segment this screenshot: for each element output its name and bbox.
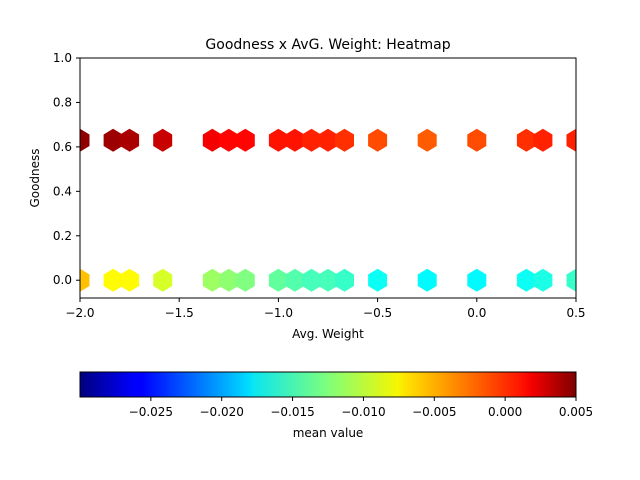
y-tick-label: 1.0 bbox=[53, 51, 72, 65]
hex-bin bbox=[285, 268, 305, 292]
x-tick-label: 0.5 bbox=[566, 306, 585, 320]
hex-bin bbox=[202, 128, 222, 152]
y-tick-label: 0.4 bbox=[53, 184, 72, 198]
x-axis-ticks: −2.0 −1.5 −1.0 −0.5 0.0 0.5 bbox=[65, 298, 586, 320]
hex-bin bbox=[235, 128, 255, 152]
hex-bin bbox=[335, 268, 354, 292]
chart-title: Goodness x AvG. Weight: Heatmap bbox=[205, 37, 450, 53]
hex-bin bbox=[533, 128, 553, 152]
hex-bin bbox=[467, 128, 487, 152]
colorbar bbox=[79, 371, 577, 398]
hex-bin bbox=[368, 128, 388, 152]
hex-bin bbox=[566, 128, 576, 152]
plot-frame bbox=[79, 57, 577, 299]
colorbar-tick-label: −0.025 bbox=[129, 405, 173, 419]
hex-bin bbox=[318, 268, 338, 292]
hexbin-cells bbox=[80, 128, 576, 292]
hex-bin bbox=[268, 268, 288, 292]
hex-bin bbox=[533, 268, 553, 292]
x-axis-label: Avg. Weight bbox=[292, 327, 364, 341]
hex-bin bbox=[302, 128, 321, 152]
x-tick-label: −1.0 bbox=[264, 306, 293, 320]
hex-bin bbox=[516, 268, 536, 292]
y-tick-label: 0.6 bbox=[53, 140, 72, 154]
x-tick-label: −2.0 bbox=[65, 306, 94, 320]
hex-bin bbox=[268, 128, 288, 152]
x-tick-label: −1.5 bbox=[165, 306, 194, 320]
hex-bin bbox=[417, 268, 437, 292]
hex-bin bbox=[335, 128, 354, 152]
y-tick-label: 0.8 bbox=[53, 95, 72, 109]
hex-bin bbox=[202, 268, 222, 292]
y-tick-label: 0.2 bbox=[53, 229, 72, 243]
x-tick-label: −0.5 bbox=[363, 306, 392, 320]
hex-bin bbox=[516, 128, 536, 152]
colorbar-tick-label: −0.005 bbox=[412, 405, 456, 419]
hex-bin bbox=[235, 268, 255, 292]
x-tick-label: 0.0 bbox=[467, 306, 486, 320]
hex-bin bbox=[219, 268, 239, 292]
hex-bin bbox=[302, 268, 321, 292]
hex-bin bbox=[467, 268, 487, 292]
hex-bin bbox=[368, 268, 388, 292]
hex-bin bbox=[285, 128, 305, 152]
colorbar-tick-label: 0.000 bbox=[488, 405, 522, 419]
hex-bin bbox=[103, 128, 123, 152]
y-tick-label: 0.0 bbox=[53, 273, 72, 287]
hex-bin bbox=[80, 268, 90, 292]
colorbar-tick-label: −0.010 bbox=[341, 405, 385, 419]
hex-bin bbox=[120, 128, 140, 152]
hex-bin bbox=[103, 268, 123, 292]
hex-bin bbox=[566, 268, 576, 292]
hex-bin bbox=[219, 128, 239, 152]
hex-bin bbox=[120, 268, 140, 292]
colorbar-tick-label: 0.005 bbox=[559, 405, 593, 419]
colorbar-tick-label: −0.020 bbox=[200, 405, 244, 419]
hex-bin bbox=[80, 128, 90, 152]
colorbar-label: mean value bbox=[293, 426, 364, 440]
hex-bin bbox=[318, 128, 338, 152]
y-axis-label: Goodness bbox=[28, 148, 42, 207]
hex-bin bbox=[417, 128, 437, 152]
colorbar-ticks: −0.025 −0.020 −0.015 −0.010 −0.005 0.000 0.005 bbox=[129, 397, 593, 419]
colorbar-tick-label: −0.015 bbox=[270, 405, 314, 419]
hex-bin bbox=[153, 268, 173, 292]
hex-bin bbox=[153, 128, 173, 152]
y-axis-ticks: 0.0 0.2 0.4 0.6 0.8 1.0 bbox=[53, 51, 80, 287]
